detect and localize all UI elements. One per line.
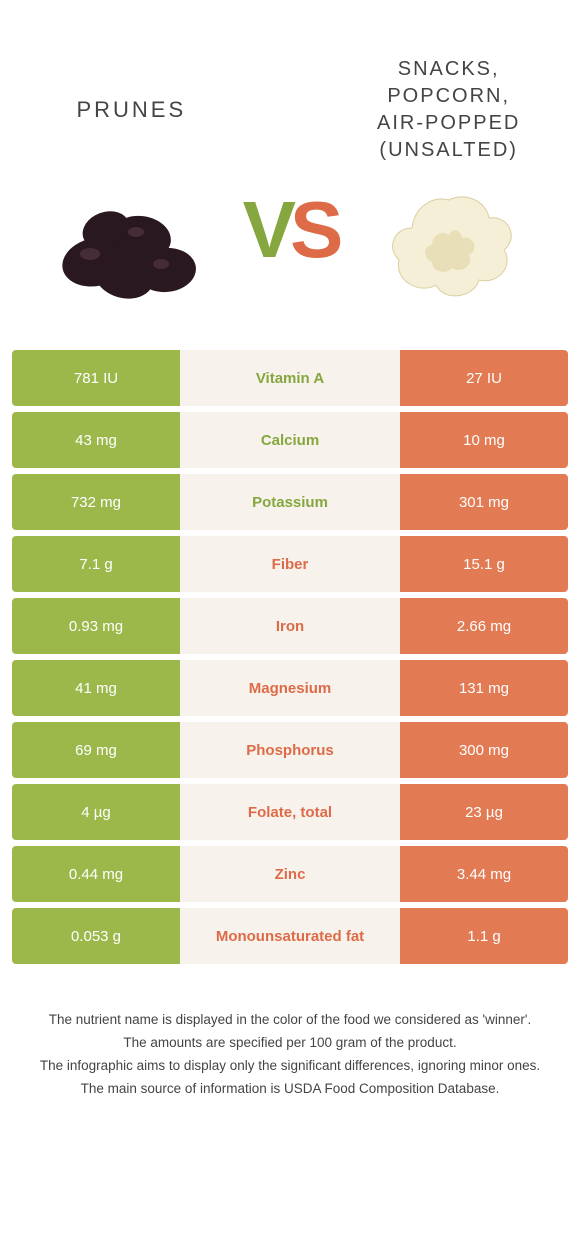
prunes-image [46, 180, 216, 310]
nutrient-table: 781 IUVitamin A27 IU 43 mgCalcium10 mg 732… [0, 340, 580, 964]
nutrient-left-value: 43 mg [12, 412, 180, 468]
nutrient-label: Potassium [180, 474, 400, 530]
nutrient-label: Folate, total [180, 784, 400, 840]
footer-line: The main source of information is USDA F… [30, 1079, 550, 1100]
nutrient-row: 781 IUVitamin A27 IU [12, 350, 568, 406]
footer-line: The infographic aims to display only the… [30, 1056, 550, 1077]
nutrient-right-value: 300 mg [400, 722, 568, 778]
nutrient-left-value: 69 mg [12, 722, 180, 778]
nutrient-right-value: 15.1 g [400, 536, 568, 592]
nutrient-left-value: 7.1 g [12, 536, 180, 592]
nutrient-label: Monounsaturated fat [180, 908, 400, 964]
vs-label: VS [243, 184, 338, 276]
nutrient-label: Zinc [180, 846, 400, 902]
nutrient-row: 69 mgPhosphorus300 mg [12, 722, 568, 778]
nutrient-right-value: 23 µg [400, 784, 568, 840]
footer-line: The nutrient name is displayed in the co… [30, 1010, 550, 1031]
footer-notes: The nutrient name is displayed in the co… [0, 970, 580, 1100]
nutrient-left-value: 732 mg [12, 474, 180, 530]
nutrient-left-value: 0.93 mg [12, 598, 180, 654]
nutrient-row: 41 mgMagnesium131 mg [12, 660, 568, 716]
nutrient-label: Vitamin A [180, 350, 400, 406]
vs-s: S [290, 185, 337, 274]
nutrient-row: 0.93 mgIron2.66 mg [12, 598, 568, 654]
nutrient-label: Phosphorus [180, 722, 400, 778]
nutrient-right-value: 2.66 mg [400, 598, 568, 654]
footer-line: The amounts are specified per 100 gram o… [30, 1033, 550, 1054]
nutrient-row: 4 µgFolate, total23 µg [12, 784, 568, 840]
nutrient-label: Fiber [180, 536, 400, 592]
nutrient-left-value: 0.053 g [12, 908, 180, 964]
nutrient-right-value: 27 IU [400, 350, 568, 406]
popcorn-image [364, 180, 534, 310]
vs-v: V [243, 185, 290, 274]
nutrient-right-value: 3.44 mg [400, 846, 568, 902]
food-left-title: PRUNES [76, 50, 186, 170]
nutrient-row: 7.1 gFiber15.1 g [12, 536, 568, 592]
nutrient-row: 732 mgPotassium301 mg [12, 474, 568, 530]
nutrient-row: 43 mgCalcium10 mg [12, 412, 568, 468]
nutrient-label: Magnesium [180, 660, 400, 716]
nutrient-label: Calcium [180, 412, 400, 468]
nutrient-left-value: 0.44 mg [12, 846, 180, 902]
nutrient-left-value: 41 mg [12, 660, 180, 716]
nutrient-right-value: 10 mg [400, 412, 568, 468]
nutrient-right-value: 1.1 g [400, 908, 568, 964]
food-left-column: PRUNES [20, 50, 243, 310]
nutrient-right-value: 131 mg [400, 660, 568, 716]
food-right-column: SNACKS, POPCORN, AIR-POPPED (UNSALTED) [337, 50, 560, 310]
nutrient-left-value: 781 IU [12, 350, 180, 406]
food-right-title: SNACKS, POPCORN, AIR-POPPED (UNSALTED) [377, 50, 520, 170]
nutrient-label: Iron [180, 598, 400, 654]
nutrient-right-value: 301 mg [400, 474, 568, 530]
nutrient-row: 0.44 mgZinc3.44 mg [12, 846, 568, 902]
nutrient-left-value: 4 µg [12, 784, 180, 840]
nutrient-row: 0.053 gMonounsaturated fat1.1 g [12, 908, 568, 964]
comparison-header: PRUNES VS SNACKS, POPCORN, AIR-POPPED (U… [0, 0, 580, 340]
